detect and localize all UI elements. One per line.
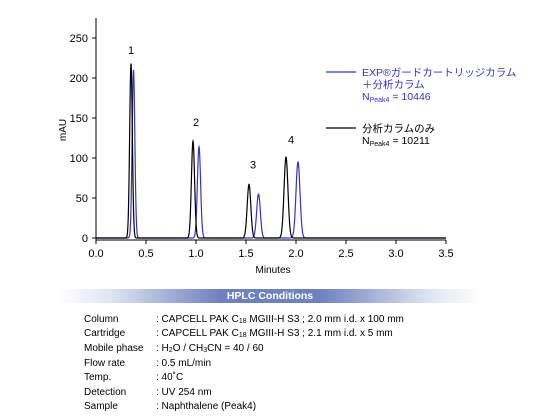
legend-label-line: 分析カラムのみ	[362, 122, 435, 135]
condition-value: : 0.5 mL/min	[156, 356, 404, 371]
y-tick-label: 100	[70, 153, 88, 165]
condition-value: : CAPCELL PAK C18 MGIII-H S3 ; 2.0 mm i.…	[156, 312, 404, 327]
chromatogram-traces	[96, 63, 446, 239]
legend-n-prefix: N	[362, 91, 370, 103]
condition-value-part: 18	[238, 332, 247, 340]
legend-label-line: EXP®ガードカートリッジカラム	[362, 67, 516, 79]
legend-n-prefix: N	[362, 135, 370, 147]
peak-label-3: 3	[250, 159, 256, 171]
x-tick-label: 1.0	[188, 248, 203, 260]
peak-label-2: 2	[193, 117, 199, 129]
condition-value-part: : CAPCELL PAK C	[156, 313, 239, 325]
condition-row: Detection : UV 254 nm	[84, 385, 404, 400]
condition-value-part: 3	[203, 346, 208, 354]
chromatogram-chart: 1 2 3 4 0.0 0.5 1.0 1.5 2.0 2.5 3.0 3.5 0 50 100 150 20…	[58, 18, 516, 276]
condition-value-part: MGIII-H S3 ; 2.1 mm i.d. x 5 mm	[246, 328, 393, 340]
condition-value-part: : H	[156, 342, 169, 354]
x-tick-label: 0.0	[88, 248, 103, 260]
condition-row: Cartridge : CAPCELL PAK C18 MGIII-H S3 ; …	[84, 327, 404, 342]
condition-key: Cartridge	[84, 328, 126, 340]
y-tick-label: 50	[76, 193, 88, 205]
legend-n-sub: Peak4	[370, 97, 390, 104]
condition-key: Detection	[84, 386, 127, 398]
x-tick-label: 2.5	[338, 248, 353, 260]
peak-labels: 1 2 3 4	[128, 45, 294, 171]
condition-value: : Naphthalene (Peak4)	[156, 400, 404, 415]
legend-label-line: ＋分析カラム	[362, 78, 425, 91]
axis-ticks: 0.0 0.5 1.0 1.5 2.0 2.5 3.0 3.5 0 50 100 150 200 250	[70, 33, 454, 260]
trace-series-1	[96, 63, 446, 239]
condition-value: : CAPCELL PAK C18 MGIII-H S3 ; 2.1 mm i.…	[156, 327, 404, 342]
x-tick-label: 0.5	[138, 248, 153, 260]
condition-value: : UV 254 nm	[156, 385, 404, 400]
legend-plate-number: NPeak4 = 10211	[362, 135, 430, 148]
y-tick-label: 0	[82, 233, 88, 245]
condition-row: Column : CAPCELL PAK C18 MGIII-H S3 ; 2.0…	[84, 312, 404, 327]
peak-label-4: 4	[288, 135, 294, 147]
condition-row: Flow rate : 0.5 mL/min	[84, 356, 404, 371]
condition-key: Mobile phase	[84, 342, 144, 354]
condition-value-part: CN = 40 / 60	[207, 342, 264, 354]
condition-value-part: : Naphthalene (Peak4)	[156, 401, 257, 413]
legend-n-value: = 10211	[389, 135, 430, 147]
condition-key: Temp.	[84, 372, 112, 384]
x-tick-label: 3.0	[388, 248, 403, 260]
condition-key: Flow rate	[84, 357, 126, 369]
y-tick-label: 250	[70, 33, 88, 45]
y-tick-label: 150	[70, 113, 88, 125]
condition-value-part: : 0.5 mL/min	[156, 357, 212, 369]
condition-value-part: : UV 254 nm	[156, 386, 212, 398]
condition-value: : H2O / CH3CN = 40 / 60	[156, 341, 404, 356]
condition-value: : 40˚C	[156, 370, 404, 385]
condition-row: Sample : Naphthalene (Peak4)	[84, 400, 404, 415]
x-tick-label: 2.0	[288, 248, 303, 260]
condition-row: Temp. : 40˚C	[84, 370, 404, 385]
condition-value-part: : CAPCELL PAK C	[156, 328, 239, 340]
condition-value-part: MGIII-H S3 ; 2.0 mm i.d. x 100 mm	[246, 313, 404, 325]
x-tick-label: 3.5	[438, 248, 453, 260]
legend-n-sub: Peak4	[370, 141, 390, 148]
condition-value-part: O / CH	[172, 342, 204, 354]
condition-row: Mobile phase : H2O / CH3CN = 40 / 60	[84, 341, 404, 356]
condition-key: Column	[84, 313, 119, 325]
hplc-conditions-header: HPLC Conditions	[60, 289, 480, 303]
condition-value-part: : 40˚C	[156, 372, 184, 384]
y-axis-title: mAU	[58, 119, 69, 141]
plot-axes	[95, 18, 446, 241]
condition-value-part: 2	[168, 346, 173, 354]
y-tick-label: 200	[70, 73, 88, 85]
hplc-conditions-table: Column: CAPCELL PAK C18 MGIII-H S3 ; 2.0…	[84, 312, 404, 414]
legend-n-value: = 10446	[389, 91, 430, 103]
peak-label-1: 1	[128, 45, 134, 57]
x-axis-title: Minutes	[255, 265, 290, 276]
x-tick-label: 1.5	[238, 248, 253, 260]
condition-key: Sample	[84, 401, 118, 413]
legend-plate-number: NPeak4 = 10446	[362, 91, 431, 104]
condition-value-part: 18	[238, 317, 247, 325]
